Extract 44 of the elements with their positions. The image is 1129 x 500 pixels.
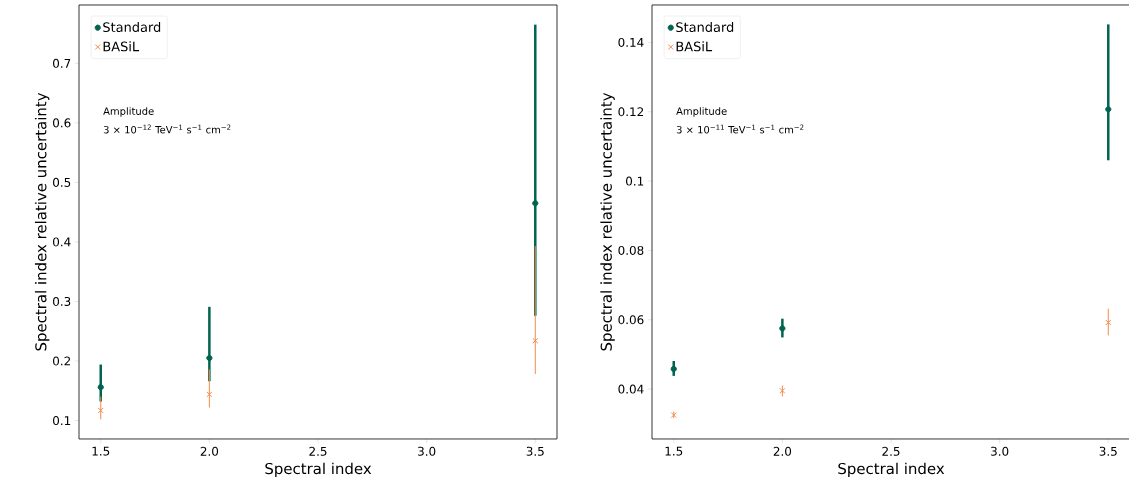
x-tick-label: 3.0 [418,446,436,456]
y-tick-label: 0.7 [53,58,71,68]
y-tick-label: 0.08 [618,245,644,255]
point [1105,106,1112,113]
x-axis-title: Spectral index [265,462,372,478]
legend-label: Standard [103,22,161,33]
annotation: Amplitude [103,107,154,117]
point [206,354,213,362]
x-tick-label: 2.0 [773,446,792,456]
y-tick-label: 0.4 [53,237,71,247]
y-tick-label: 0.04 [618,384,644,394]
x-axis-title: Spectral index [838,462,945,478]
y-axis-title: Spectral index relative uncertainty [34,92,50,351]
y-tick-label: 0.6 [53,118,71,128]
y-tick-label: 0.12 [618,107,644,117]
point [779,325,786,332]
legend-label: BASiL [676,41,713,52]
legend-label: Standard [676,22,734,33]
x-tick-label: 2.5 [309,446,327,456]
y-tick-label: 0.06 [618,315,644,325]
annotation: 3 × 10$^{−11}$ TeV$^{−1}$ s$^{−1}$ cm$^{−2}$ [676,124,804,134]
point [97,384,104,391]
point [1105,319,1112,326]
x-tick-label: 3.0 [991,446,1009,456]
y-axis-title: Spectral index relative uncertainty [600,92,615,351]
annotation: Amplitude [676,107,727,117]
y-tick-label: 0.3 [53,296,71,306]
y-tick-label: 0.14 [618,37,644,47]
point [206,391,213,398]
point [532,200,539,207]
x-tick-label: 3.5 [1099,446,1117,456]
x-tick-label: 2.5 [882,446,900,456]
x-tick-label: 3.5 [526,446,544,456]
point [532,337,539,344]
x-tick-label: 1.5 [665,446,683,456]
y-tick-label: 0.1 [53,416,71,426]
y-tick-label: 0.1 [626,176,644,186]
y-tick-label: 0.5 [53,177,71,187]
x-tick-label: 2.0 [200,446,219,456]
legend-label: BASiL [103,41,140,52]
annotation: 3 × 10$^{−12}$ TeV$^{−1}$ s$^{−1}$ cm$^{−2}$ [103,124,231,134]
x-tick-label: 1.5 [92,446,110,456]
point [97,407,104,414]
y-tick-label: 0.2 [53,356,71,366]
